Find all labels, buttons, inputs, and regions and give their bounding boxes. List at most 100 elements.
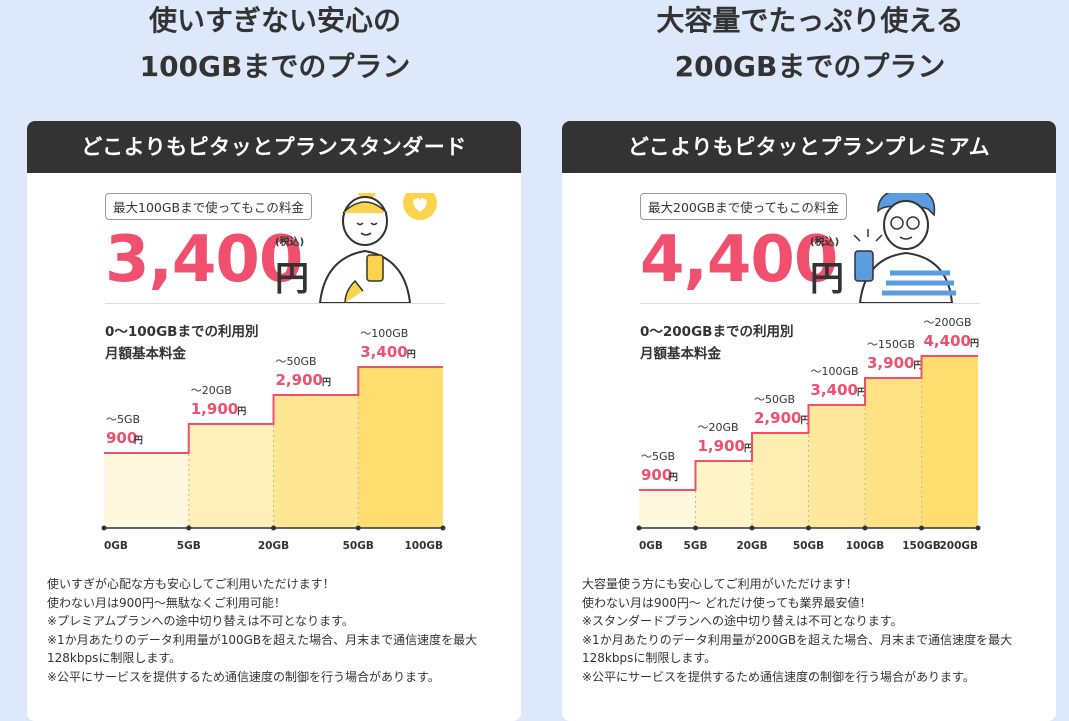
standard-tick-dot — [440, 525, 446, 531]
standard-max-tag: 最大100GBまで使ってもこの料金 — [105, 193, 312, 220]
standard-tick-label: 20GB — [258, 540, 289, 552]
premium-price: 4,400 — [640, 223, 838, 297]
standard-note-line: ※公平にサービスを提供するため通信速度の制御を行う場合があります。 — [47, 669, 440, 684]
standard-price-box: 最大100GBまで使ってもこの料金 3,400 (税込) 円 — [105, 193, 445, 304]
premium-step-yen-label: 円 — [744, 443, 753, 454]
standard-note-line: ※プレミアムプランへの途中切り替えは不可となります。 — [47, 614, 354, 628]
standard-step-yen-label: 円 — [322, 377, 331, 388]
premium-step-gb-label: 〜200GB — [924, 316, 972, 329]
woman-with-phone-illustration — [318, 193, 437, 303]
standard-bar — [104, 453, 189, 528]
premium-tax-label: (税込) — [810, 237, 840, 248]
standard-note-line: 使わない月は900円〜無駄なくご利用可能！ — [47, 595, 286, 610]
left-heading: 使いすぎない安心の 100GBまでのプラン — [25, 0, 525, 90]
standard-step-yen-label: 円 — [407, 349, 416, 360]
premium-bar — [752, 433, 809, 528]
left-heading-line2: 100GBまでのプラン — [139, 50, 411, 83]
standard-note-line: 使いすぎが心配な方も安心してご利用いただけます！ — [47, 577, 335, 591]
page: 使いすぎない安心の 100GBまでのプラン どこよりもピタッとプランスタンダード… — [25, 0, 1060, 721]
premium-note-line: ※公平にサービスを提供するため通信速度の制御を行う場合があります。 — [582, 669, 975, 684]
standard-step-line — [104, 366, 443, 454]
standard-tick-dot — [355, 525, 361, 531]
premium-tick-dot — [919, 525, 924, 531]
standard-plan-title: どこよりもピタッとプランスタンダード — [27, 121, 521, 173]
standard-yen: 円 — [275, 259, 309, 299]
standard-chart-title-line1: 0〜100GBまでの利用別 — [105, 324, 259, 340]
phone-icon — [366, 254, 384, 282]
standard-tax-label: (税込) — [275, 237, 305, 248]
premium-step-gb-label: 〜50GB — [754, 393, 795, 406]
standard-price: 3,400 — [105, 223, 303, 297]
standard-tick-dot — [101, 525, 107, 531]
premium-bar — [695, 461, 752, 528]
premium-note-line: 128kbpsに制限します。 — [582, 651, 717, 665]
premium-chart-title-line1: 0〜200GBまでの利用別 — [640, 324, 794, 340]
premium-tick-dot — [749, 525, 755, 531]
standard-step-price-label: 900 — [106, 429, 137, 447]
premium-plan-title: どこよりもピタッとプランプレミアム — [562, 121, 1056, 173]
premium-step-price-label: 1,900 — [698, 437, 745, 455]
premium-step-price-label: 4,400 — [924, 332, 971, 350]
standard-step-price-label: 2,900 — [276, 371, 323, 389]
standard-step-gb-label: 〜50GB — [276, 355, 317, 368]
premium-tick-dot — [636, 525, 642, 531]
right-heading-line2: 200GBまでのプラン — [674, 50, 946, 83]
standard-step-yen-label: 円 — [134, 435, 143, 446]
premium-tick-label: 0GB — [639, 540, 663, 552]
standard-bar — [358, 367, 443, 528]
standard-step-gb-label: 〜100GB — [360, 327, 408, 340]
standard-note-line: ※1か月あたりのデータ利用量が100GBを超えた場合、月末まで通信速度を最大 — [47, 632, 478, 647]
premium-tick-label: 5GB — [684, 540, 708, 552]
premium-bar — [808, 405, 865, 528]
standard-price-step-chart: 〜5GB 900 円〜20GB 1,900 円〜50GB 2,900 円〜100GB 3,40… — [27, 121, 521, 565]
premium-note-line: 使わない月は900円〜 どれだけ使っても業界最安値！ — [582, 595, 872, 610]
premium-bar — [865, 378, 922, 528]
premium-notes: 大容量使う方にも安心してご利用がいただけます！ 使わない月は900円〜 どれだけ… — [582, 575, 1012, 686]
premium-tick-label: 50GB — [793, 540, 824, 552]
standard-bar — [188, 424, 274, 528]
premium-bar — [921, 356, 978, 528]
premium-tick-dot — [862, 525, 868, 531]
standard-tick-label: 100GB — [404, 540, 443, 552]
right-heading-line1: 大容量でたっぷり使える — [656, 4, 964, 37]
standard-step-price-label: 1,900 — [191, 400, 238, 418]
standard-step-yen-label: 円 — [237, 406, 246, 417]
standard-note-line: 128kbpsに制限します。 — [47, 651, 182, 665]
standard-step-gb-label: 〜20GB — [191, 384, 232, 397]
premium-tick-label: 100GB — [846, 540, 885, 552]
premium-tick-label: 20GB — [736, 540, 767, 552]
premium-step-yen-label: 円 — [914, 360, 923, 371]
premium-price-box: 最大200GBまで使ってもこの料金 4,400 (税込) 円 — [640, 193, 980, 304]
premium-note-line: ※スタンダードプランへの途中切り替えは不可となります。 — [582, 614, 903, 628]
premium-tick-dot — [975, 525, 981, 531]
premium-tick-dot — [806, 525, 811, 531]
premium-tick-label: 150GB — [902, 540, 941, 552]
premium-chart-title: 0〜200GBまでの利用別 月額基本料金 — [640, 321, 793, 365]
left-heading-line1: 使いすぎない安心の — [148, 4, 401, 37]
premium-step-price-label: 900 — [641, 466, 672, 484]
standard-step-price-label: 3,400 — [360, 343, 407, 361]
premium-note-line: 大容量使う方にも安心してご利用がいただけます！ — [582, 577, 858, 591]
heart-icon — [413, 197, 427, 212]
standard-tick-dot — [186, 525, 192, 531]
standard-tick-label: 5GB — [177, 540, 201, 552]
premium-tick-label: 200GB — [939, 540, 978, 552]
premium-step-yen-label: 円 — [857, 387, 866, 398]
premium-step-gb-label: 〜5GB — [641, 450, 675, 463]
premium-max-tag: 最大200GBまで使ってもこの料金 — [640, 193, 847, 220]
premium-note-line: ※1か月あたりのデータ利用量が200GBを超えた場合、月末まで通信速度を最大 — [582, 632, 1013, 647]
standard-bar — [273, 395, 359, 528]
standard-plan-card: どこよりもピタッとプランスタンダード 最大100GBまで使ってもこの料金 3,4… — [27, 121, 521, 721]
right-heading: 大容量でたっぷり使える 200GBまでのプラン — [560, 0, 1060, 90]
standard-tick-label: 0GB — [104, 540, 128, 552]
premium-yen: 円 — [810, 259, 844, 299]
standard-tick-dot — [271, 525, 276, 531]
premium-tick-dot — [693, 525, 698, 531]
standard-chart-title: 0〜100GBまでの利用別 月額基本料金 — [105, 321, 258, 365]
premium-step-yen-label: 円 — [970, 338, 979, 349]
premium-price-step-chart: 〜5GB 900 円〜20GB 1,900 円〜50GB 2,900 円〜100GB 3,40… — [562, 121, 1056, 565]
premium-step-price-label: 3,900 — [867, 354, 914, 372]
premium-step-line — [639, 355, 978, 491]
